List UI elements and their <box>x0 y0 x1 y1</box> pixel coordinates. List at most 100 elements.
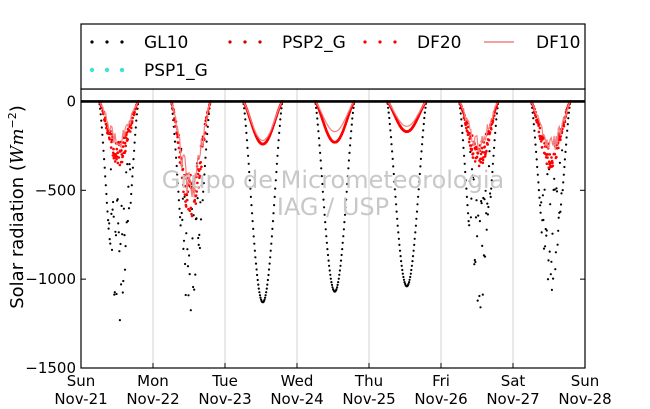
gl10-point <box>257 283 260 286</box>
gl10-point <box>329 273 332 276</box>
gl10-point <box>330 281 333 284</box>
df20-point <box>121 154 125 158</box>
gl10-point <box>109 242 112 245</box>
gl10-point <box>185 232 188 235</box>
gl10-point <box>188 273 191 276</box>
df20-point <box>110 140 113 144</box>
gl10-point <box>555 190 559 193</box>
gl10-point <box>566 129 569 132</box>
df20-point <box>562 124 566 128</box>
gl10-point <box>391 157 394 160</box>
gl10-point <box>495 112 498 115</box>
gl10-point <box>540 231 543 234</box>
gl10-point <box>194 273 197 276</box>
df20-point <box>127 128 130 132</box>
gl10-point <box>466 204 469 207</box>
gl10-point <box>546 278 550 281</box>
gl10-point <box>182 239 186 242</box>
gl10-point <box>395 210 398 213</box>
gl10-point <box>416 203 419 206</box>
svg-text:Solar radiation (Wm−2): Solar radiation (Wm−2) <box>6 105 28 309</box>
gl10-point <box>423 111 426 114</box>
gl10-point <box>243 112 246 115</box>
gl10-point <box>459 112 462 115</box>
gl10-point <box>552 277 555 280</box>
gl10-point <box>414 224 417 227</box>
gl10-point <box>347 159 350 162</box>
gl10-point <box>321 190 324 193</box>
gl10-point <box>467 212 470 215</box>
gl10-point <box>350 123 353 126</box>
gl10-point <box>492 154 495 157</box>
gl10-point <box>186 248 189 251</box>
gl10-point <box>489 192 492 195</box>
gl10-point <box>408 281 411 284</box>
gl10-point <box>202 190 205 193</box>
gl10-point <box>324 221 327 224</box>
gl10-point <box>489 195 492 198</box>
gl10-point <box>396 224 399 227</box>
gl10-point <box>390 143 393 146</box>
gl10-point <box>343 213 347 216</box>
df20-point <box>487 138 491 142</box>
gl10-point <box>244 118 247 121</box>
gl10-point <box>198 233 201 236</box>
df20-point <box>125 131 128 134</box>
gl10-point <box>277 146 280 149</box>
legend-swatch-dot <box>105 40 109 44</box>
gl10-point <box>109 168 112 171</box>
gl10-point <box>467 220 470 223</box>
gl10-point <box>335 288 338 291</box>
gl10-point <box>535 150 538 153</box>
gl10-point <box>554 251 558 254</box>
gl10-point <box>325 241 328 244</box>
df20-point <box>116 161 120 165</box>
df20-point <box>194 202 198 205</box>
gl10-point <box>401 268 404 272</box>
gl10-point <box>553 177 556 180</box>
x-tick-label-day: Sun <box>571 372 600 390</box>
x-tick-label-day: Sun <box>67 372 96 390</box>
gl10-point <box>565 143 568 146</box>
gl10-point <box>415 217 418 220</box>
gl10-point <box>270 242 273 245</box>
gl10-point <box>173 132 176 136</box>
df20-point <box>131 116 134 120</box>
gl10-point <box>422 122 425 126</box>
gl10-point <box>413 237 416 240</box>
gl10-point <box>182 247 185 250</box>
gl10-point <box>272 212 275 215</box>
gl10-point <box>349 144 352 147</box>
df20-point <box>539 140 543 143</box>
gl10-point <box>275 170 278 174</box>
gl10-point <box>422 129 425 132</box>
gl10-point <box>413 243 416 246</box>
gl10-point <box>205 140 208 143</box>
gl10-point <box>117 222 120 225</box>
gl10-point <box>178 207 181 210</box>
gl10-point <box>253 242 256 245</box>
gl10-point <box>324 228 327 231</box>
gl10-point <box>538 196 541 199</box>
gl10-point <box>201 199 204 202</box>
gl10-point <box>484 189 487 192</box>
gl10-point <box>533 136 537 139</box>
gl10-point <box>342 228 345 231</box>
gl10-point <box>567 111 571 114</box>
gl10-point <box>465 195 468 198</box>
df20-point <box>123 141 127 145</box>
gl10-point <box>207 119 210 122</box>
gl10-point <box>325 235 328 238</box>
df20-point <box>537 130 541 134</box>
df20-point <box>493 114 496 117</box>
df20-point <box>194 194 198 197</box>
df20-point <box>200 165 203 169</box>
gl10-point <box>558 161 562 164</box>
gl10-point <box>184 262 187 266</box>
gl10-point <box>463 154 466 157</box>
gl10-point <box>104 184 107 187</box>
gl10-point <box>128 163 131 166</box>
x-tick-label-day: Tue <box>211 372 238 390</box>
gl10-point <box>273 204 276 207</box>
gl10-point <box>483 255 487 258</box>
